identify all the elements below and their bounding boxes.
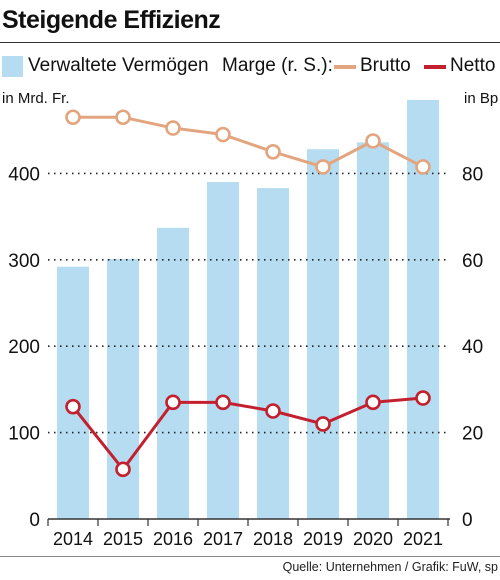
bar-2016: [157, 227, 189, 519]
bar-2020: [357, 142, 389, 519]
legend-label-margin: Marge (r. S.):: [222, 55, 333, 76]
netto-point-2019: [315, 416, 331, 432]
left-axis-unit: in Mrd. Fr.: [2, 90, 70, 107]
brutto-point-2021: [415, 159, 431, 175]
x-tick-label-2015: 2015: [103, 529, 143, 549]
legend-swatch-brutto: [334, 65, 356, 69]
x-tick-label-2020: 2020: [353, 529, 393, 549]
brutto-point-2015: [115, 109, 131, 126]
right-tick-label: 60: [462, 251, 483, 272]
bar-2017: [207, 182, 239, 520]
legend-swatch-netto: [424, 65, 446, 69]
netto-point-2018: [265, 403, 281, 419]
chart-plot: 0 0 100 20 200 40 300 60 400 80 2014 2015 2016 2017 20…: [8, 99, 483, 549]
brutto-point-2017: [215, 126, 231, 143]
right-tick-label: 40: [462, 337, 483, 358]
right-tick-label: 0: [462, 510, 473, 531]
left-tick-label: 300: [8, 251, 40, 272]
x-tick-label-2014: 2014: [53, 529, 93, 549]
legend-swatch-bars: [2, 56, 23, 77]
left-tick-label: 100: [8, 424, 40, 445]
brutto-point-2019: [315, 159, 331, 175]
title-divider: [0, 42, 500, 43]
bar-2014: [57, 266, 89, 519]
netto-point-2021: [415, 390, 431, 406]
brutto-point-2020: [365, 133, 381, 149]
bar-2019: [307, 149, 339, 519]
bar-2015: [107, 258, 139, 519]
brutto-line: [73, 115, 424, 169]
netto-point-2016: [165, 394, 181, 411]
right-axis-unit: in Bp: [464, 90, 499, 107]
x-tick-label-2018: 2018: [253, 529, 293, 549]
bar-2018: [257, 188, 289, 519]
netto-point-2014: [65, 398, 81, 415]
right-tick-label: 80: [462, 164, 483, 185]
netto-point-2020: [365, 394, 381, 411]
brutto-point-2016: [165, 120, 181, 136]
x-tick-label-2016: 2016: [153, 529, 193, 549]
legend-label-netto: Netto: [450, 55, 496, 76]
netto-point-2017: [215, 394, 231, 411]
brutto-point-2018: [265, 144, 281, 160]
left-tick-label: 200: [8, 337, 40, 358]
x-tick-label-2017: 2017: [203, 529, 243, 549]
left-tick-label: 400: [8, 164, 40, 185]
chart-title: Steigende Effizienz: [2, 6, 221, 34]
brutto-point-2014: [65, 109, 81, 126]
netto-line: [71, 396, 424, 471]
legend-label-brutto: Brutto: [360, 55, 411, 76]
netto-point-2015: [115, 461, 131, 478]
x-tick-label-2021: 2021: [403, 529, 443, 549]
footer-divider: [0, 556, 500, 557]
right-tick-label: 20: [462, 424, 483, 445]
legend: Verwaltete Vermögen Marge (r. S.): Brutt…: [0, 52, 500, 82]
left-tick-label: 0: [29, 510, 40, 531]
source-note: Quelle: Unternehmen / Grafik: FuW, sp: [282, 560, 498, 574]
legend-label-bars: Verwaltete Vermögen: [28, 55, 209, 76]
x-tick-label-2019: 2019: [303, 529, 343, 549]
